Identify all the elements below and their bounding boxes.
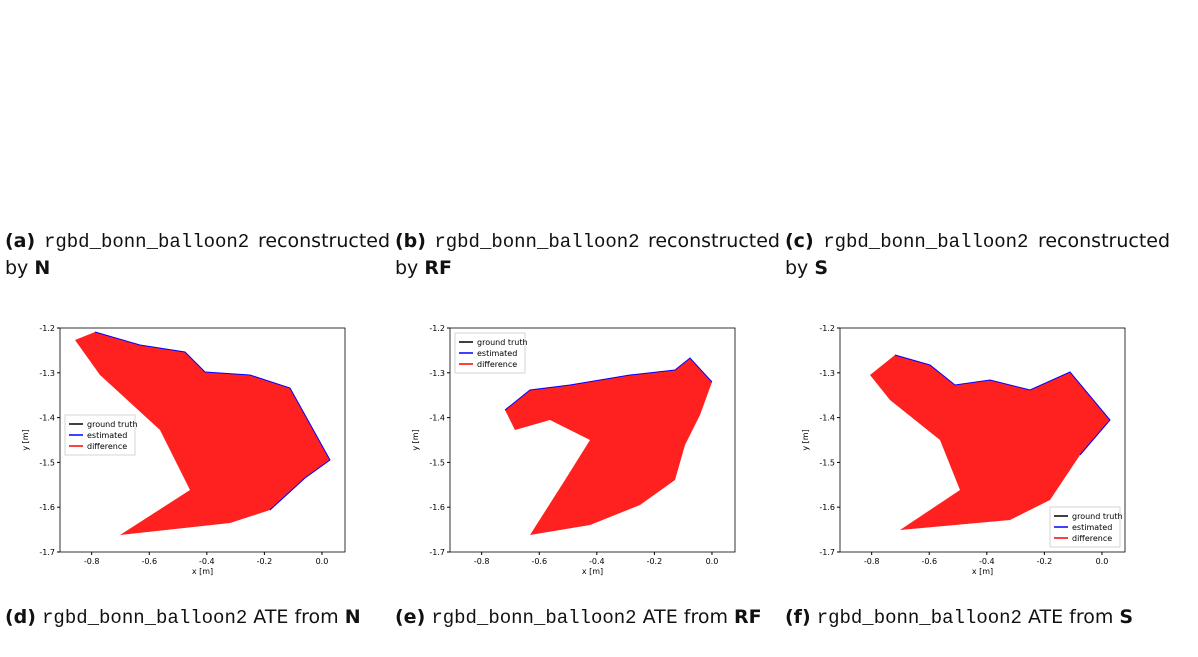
caption: (a) rgbd_bonn_balloon2 reconstructed by … xyxy=(5,228,390,281)
caption: (c) rgbd_bonn_balloon2 reconstructed by … xyxy=(785,228,1170,281)
trajectory-difference xyxy=(870,355,1110,530)
dataset-name: rgbd_bonn_balloon2 xyxy=(434,231,639,253)
y-tick-label: -1.5 xyxy=(39,458,55,467)
caption: (f) rgbd_bonn_balloon2 ATE from S xyxy=(785,604,1170,631)
y-tick-label: -1.4 xyxy=(39,414,55,423)
caption-label: (d) xyxy=(5,606,36,628)
dataset-name: rgbd_bonn_balloon2 xyxy=(823,231,1028,253)
dataset-name: rgbd_bonn_balloon2 xyxy=(431,607,636,629)
y-axis-label: y [m] xyxy=(411,429,420,450)
y-tick-label: -1.4 xyxy=(819,414,835,423)
legend-label: estimated xyxy=(477,349,517,358)
y-tick-label: -1.6 xyxy=(39,503,55,512)
y-tick-label: -1.3 xyxy=(39,369,55,378)
ate-plot: -0.8 -0.6 -0.4 -0.2 0.0 -1.2 -1.3 -1.4 -1.5 -1.6 -… xyxy=(390,318,780,583)
legend-label: estimated xyxy=(1072,523,1112,532)
x-tick-label: -0.8 xyxy=(864,557,880,566)
x-tick-label: -0.6 xyxy=(141,557,157,566)
legend-label: ground truth xyxy=(1072,512,1123,521)
reconstruction-image xyxy=(0,0,380,212)
caption-label: (f) xyxy=(785,606,811,628)
x-tick-label: 0.0 xyxy=(1096,557,1109,566)
x-axis-label: x [m] xyxy=(582,567,603,576)
y-tick-label: -1.5 xyxy=(429,458,445,467)
dataset-name: rgbd_bonn_balloon2 xyxy=(42,607,247,629)
caption-label: (b) xyxy=(395,230,426,252)
legend-label: difference xyxy=(1072,534,1112,543)
dataset-name: rgbd_bonn_balloon2 xyxy=(817,607,1022,629)
reconstruction-image xyxy=(392,0,772,212)
caption: (b) rgbd_bonn_balloon2 reconstructed by … xyxy=(395,228,780,281)
caption: (d) rgbd_bonn_balloon2 ATE from N xyxy=(5,604,390,631)
y-tick-label: -1.3 xyxy=(429,369,445,378)
x-tick-label: -0.2 xyxy=(1037,557,1053,566)
x-tick-label: 0.0 xyxy=(706,557,719,566)
caption-text: ATE from xyxy=(643,606,728,628)
y-tick-label: -1.7 xyxy=(429,548,445,557)
y-tick-label: -1.2 xyxy=(39,324,55,333)
page: (a) rgbd_bonn_balloon2 reconstructed by … xyxy=(0,0,1198,657)
trajectory-difference xyxy=(505,358,712,535)
dataset-name: rgbd_bonn_balloon2 xyxy=(44,231,249,253)
x-tick-label: -0.6 xyxy=(921,557,937,566)
method-name: S xyxy=(814,257,828,279)
x-tick-label: 0.0 xyxy=(316,557,329,566)
y-tick-label: -1.7 xyxy=(39,548,55,557)
y-tick-label: -1.3 xyxy=(819,369,835,378)
legend-label: ground truth xyxy=(87,420,138,429)
legend-label: ground truth xyxy=(477,338,528,347)
y-axis-label: y [m] xyxy=(21,429,30,450)
x-tick-label: -0.4 xyxy=(979,557,995,566)
caption-label: (a) xyxy=(5,230,35,252)
y-tick-label: -1.7 xyxy=(819,548,835,557)
legend-label: difference xyxy=(477,360,517,369)
x-tick-label: -0.2 xyxy=(257,557,273,566)
y-tick-label: -1.2 xyxy=(429,324,445,333)
x-tick-label: -0.6 xyxy=(531,557,547,566)
method-name: RF xyxy=(734,606,762,628)
caption-label: (e) xyxy=(395,606,425,628)
x-axis-label: x [m] xyxy=(192,567,213,576)
y-tick-label: -1.5 xyxy=(819,458,835,467)
reconstruction-image xyxy=(782,0,1162,212)
x-tick-label: -0.2 xyxy=(647,557,663,566)
caption-label: (c) xyxy=(785,230,814,252)
caption: (e) rgbd_bonn_balloon2 ATE from RF xyxy=(395,604,780,631)
y-tick-label: -1.6 xyxy=(819,503,835,512)
method-name: N xyxy=(34,257,50,279)
method-name: RF xyxy=(424,257,452,279)
x-tick-label: -0.4 xyxy=(199,557,215,566)
caption-text: ATE from xyxy=(253,606,338,628)
y-axis-label: y [m] xyxy=(801,429,810,450)
legend-label: difference xyxy=(87,442,127,451)
x-tick-label: -0.8 xyxy=(474,557,490,566)
y-tick-label: -1.6 xyxy=(429,503,445,512)
y-tick-label: -1.2 xyxy=(819,324,835,333)
method-name: S xyxy=(1119,606,1133,628)
y-tick-label: -1.4 xyxy=(429,414,445,423)
ate-plot: -0.8 -0.6 -0.4 -0.2 0.0 -1.2 -1.3 -1.4 -1.5 -1.6 -… xyxy=(780,318,1170,583)
legend-label: estimated xyxy=(87,431,127,440)
x-tick-label: -0.8 xyxy=(84,557,100,566)
ate-plot: -0.8 -0.6 -0.4 -0.2 0.0 -1.2 -1.3 -1.4 -1.5 -1.6 -… xyxy=(0,318,390,583)
x-tick-label: -0.4 xyxy=(589,557,605,566)
caption-text: ATE from xyxy=(1028,606,1113,628)
method-name: N xyxy=(345,606,361,628)
x-axis-label: x [m] xyxy=(972,567,993,576)
